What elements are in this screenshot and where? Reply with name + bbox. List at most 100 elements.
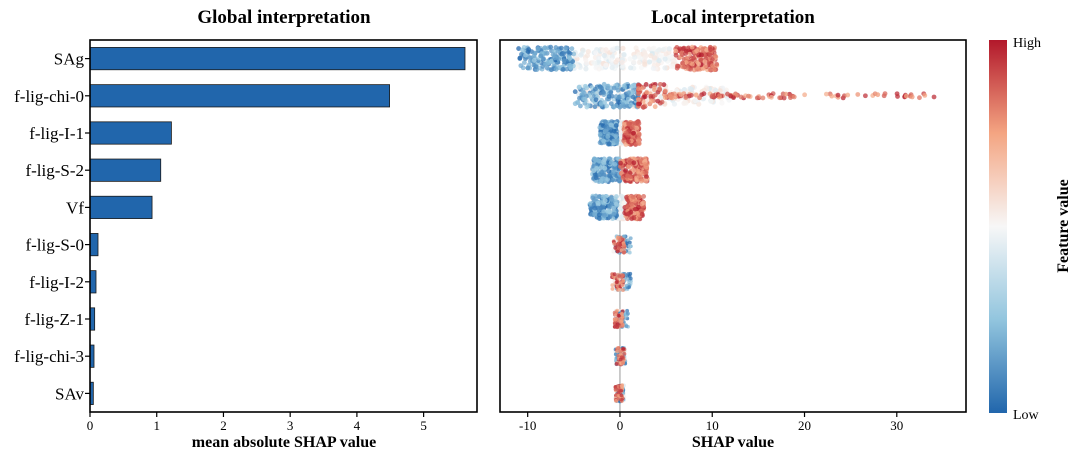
left-feature-labels: SAg f-lig-chi-0 f-lig-I-1 f-lig-S-2 Vf f-lig-… [14, 50, 90, 403]
shap-point [639, 208, 645, 214]
shap-point [611, 128, 617, 134]
shap-point [666, 46, 672, 52]
shap-point [714, 61, 720, 67]
shap-point [631, 160, 637, 166]
shap-point [615, 249, 620, 254]
shap-point [605, 83, 611, 89]
shap-point [648, 93, 654, 99]
shap-point [791, 94, 797, 100]
shap-point [719, 100, 725, 106]
shap-point [601, 90, 606, 96]
shap-point [592, 211, 598, 217]
shap-point [541, 56, 546, 62]
shap-point [602, 128, 608, 134]
shap-point [608, 101, 614, 107]
shap-point [687, 51, 692, 57]
shap-point [717, 88, 723, 94]
shap-point [607, 209, 612, 215]
shap-point [607, 214, 613, 219]
shap-point [610, 177, 615, 183]
shap-point [584, 104, 590, 110]
bar-f-lig-S-2 [89, 158, 162, 182]
shap-point [548, 44, 554, 50]
shap-point [550, 52, 556, 58]
shap-point [622, 351, 627, 356]
feature-label-SAv: SAv [55, 384, 84, 403]
shap-point [615, 346, 620, 351]
shap-point [628, 236, 633, 241]
shap-point [661, 82, 667, 88]
shap-point [597, 84, 603, 90]
shap-point [674, 63, 680, 69]
shap-point [615, 349, 620, 354]
shap-point [614, 362, 619, 366]
shap-point [788, 95, 793, 101]
shap-point [642, 162, 648, 167]
shap-point [652, 104, 658, 110]
shap-point [632, 54, 638, 60]
shap-point [620, 314, 625, 319]
colorbar: High Low Feature value [989, 36, 1072, 423]
shap-point [603, 47, 609, 53]
shap-point [611, 85, 617, 91]
x-tick-label: 1 [153, 418, 160, 433]
bar-f-lig-chi-0 [89, 84, 390, 108]
shap-point [608, 89, 614, 95]
shap-point [626, 311, 630, 316]
shap-point [689, 44, 695, 50]
x-tick-label: 3 [287, 418, 294, 433]
shap-point [594, 157, 600, 163]
shap-point [614, 194, 619, 199]
shap-point [614, 45, 620, 51]
shap-point [624, 324, 629, 329]
shap-point [607, 156, 613, 162]
shap-point [612, 241, 617, 246]
shap-point [641, 194, 647, 199]
shap-point [620, 45, 626, 51]
shap-point [614, 398, 618, 403]
shap-point [802, 92, 808, 98]
shap-point [531, 53, 537, 59]
shap-point [627, 56, 633, 62]
shap-point [553, 66, 559, 72]
colorbar-low-label: Low [1013, 408, 1040, 423]
shap-point [602, 212, 607, 218]
shap-point [594, 165, 600, 171]
shap-point [567, 55, 573, 61]
shap-point [556, 56, 562, 62]
shap-point [631, 59, 637, 65]
shap-point [703, 63, 708, 69]
shap-point [644, 174, 649, 180]
shap-point [625, 139, 631, 144]
shap-point [613, 123, 619, 128]
global-title: Global interpretation [197, 7, 371, 28]
shap-point [602, 198, 608, 204]
shap-point [628, 65, 634, 71]
shap-point [621, 52, 627, 58]
shap-point [636, 204, 641, 210]
shap-point [687, 85, 693, 92]
shap-point [609, 47, 615, 53]
shap-point [570, 59, 576, 64]
shap-point [602, 165, 608, 171]
shap-point [677, 46, 683, 52]
shap-point [525, 65, 531, 71]
beeswarm-points [516, 44, 937, 404]
shap-point [625, 173, 631, 179]
shap-point [626, 90, 631, 96]
shap-point [517, 55, 523, 61]
shap-point [699, 52, 704, 58]
shap-point [616, 323, 620, 328]
shap-point [607, 173, 612, 179]
shap-point [593, 50, 599, 56]
shap-point [717, 93, 723, 99]
shap-point [578, 52, 584, 58]
shap-point [572, 101, 578, 107]
shap-point [628, 102, 634, 108]
shap-point [629, 216, 635, 222]
shap-point [643, 82, 649, 87]
shap-point [614, 280, 619, 285]
shap-point [835, 92, 841, 98]
shap-point [610, 283, 615, 288]
shap-point [593, 175, 599, 181]
